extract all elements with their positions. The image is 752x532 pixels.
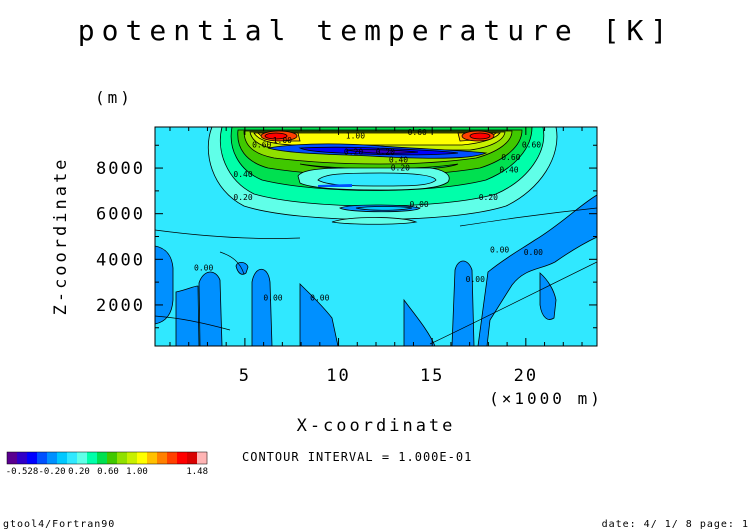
contour-label: 0.00 <box>263 293 282 302</box>
negative-regions <box>155 194 597 346</box>
contour-label: 0.00 <box>466 275 485 284</box>
contour-label: 0.20 <box>391 163 410 172</box>
y-axis-label: Z-coordinate <box>51 157 71 316</box>
y-unit-label: (m) <box>95 88 133 107</box>
colorbar-label: -0.528 <box>6 467 39 477</box>
y-tick-labels: 2000 4000 6000 8000 <box>96 159 145 316</box>
colorbar-label: 0.60 <box>97 467 119 477</box>
contour-label: 0.20 <box>344 147 363 156</box>
contour-interval-text: CONTOUR INTERVAL = 1.000E-01 <box>242 450 472 464</box>
colorbar-swatch <box>37 452 48 464</box>
colorbar-swatch <box>147 452 158 464</box>
colorbar-swatch <box>137 452 148 464</box>
y-tick-label: 2000 <box>96 296 145 316</box>
contour-label: 0.00 <box>194 264 213 273</box>
contour-label: 0.60 <box>522 141 541 150</box>
colorbar-swatch <box>107 452 118 464</box>
contour-label: 0.40 <box>233 170 252 179</box>
contour-label: 0.40 <box>499 166 518 175</box>
contour-label: 0.40 <box>389 155 408 164</box>
colorbar-label: 0.20 <box>68 467 90 477</box>
positive-dome <box>207 127 558 225</box>
contour-label: 0.20 <box>233 193 252 202</box>
contour-labels: 0.00 0.00 0.00 0.00 0.00 0.00 0.00 0.20 0.20 0.20… <box>194 128 543 302</box>
colorbar-swatch <box>7 452 18 464</box>
contour-label: 0.00 <box>524 248 543 257</box>
chart-title: potential temperature [K] <box>78 14 674 47</box>
contour-label: 0.60 <box>501 153 520 162</box>
x-tick-label: 5 <box>239 366 251 386</box>
x-tick-label: 10 <box>326 366 350 386</box>
contour-label: 0.60 <box>408 128 427 137</box>
colorbar-swatch <box>127 452 138 464</box>
colorbar-swatch <box>67 452 78 464</box>
y-tick-label: 8000 <box>96 159 145 179</box>
colorbar-labels: -0.528 -0.20 0.20 0.60 1.00 1.48 <box>6 467 208 477</box>
x-tick-label: 15 <box>420 366 444 386</box>
colorbar-swatch <box>17 452 28 464</box>
colorbar-frame <box>6 451 208 465</box>
x-tick-label: 20 <box>514 366 538 386</box>
x-axis-label: X-coordinate <box>297 416 456 436</box>
contour-label: 0.00 <box>409 200 428 209</box>
y-tick-label: 4000 <box>96 250 145 270</box>
colorbar-swatch <box>157 452 168 464</box>
footer-right: date: 4/ 1/ 8 page: 1 <box>602 519 749 530</box>
colorbar-swatch <box>117 452 128 464</box>
y-tick-label: 6000 <box>96 205 145 225</box>
colorbar-swatch <box>167 452 178 464</box>
contour-label: 0.20 <box>479 193 498 202</box>
footer-left: gtool4/Fortran90 <box>3 519 115 530</box>
colorbar-swatch <box>197 452 208 464</box>
contour-label: 1.00 <box>273 136 292 145</box>
contour-label: 1.00 <box>346 131 365 140</box>
x-unit-label: (×1000 m) <box>489 389 603 408</box>
colorbar-swatch <box>77 452 88 464</box>
colorbar-swatch <box>187 452 198 464</box>
colorbar-swatch <box>27 452 38 464</box>
x-tick-labels: 5 10 15 20 <box>239 366 538 386</box>
colorbar-label: 1.00 <box>126 467 148 477</box>
axis-ticks <box>155 127 597 346</box>
colorbar-swatch <box>97 452 108 464</box>
colorbar-label: -0.20 <box>38 467 65 477</box>
plot-area: 0.00 0.00 0.00 0.00 0.00 0.00 0.00 0.20 0.20 0.20… <box>155 127 597 346</box>
colorbar <box>6 451 208 465</box>
contour-label: 0.60 <box>252 141 271 150</box>
contour-label: 0.20 <box>376 147 395 156</box>
colorbar-swatch <box>57 452 68 464</box>
colorbar-swatch <box>87 452 98 464</box>
contour-label: 0.00 <box>310 293 329 302</box>
colorbar-label: 1.48 <box>186 467 208 477</box>
contour-lines <box>155 207 597 345</box>
colorbar-swatch <box>47 452 58 464</box>
contour-label: 0.00 <box>490 245 509 254</box>
colorbar-swatch <box>177 452 188 464</box>
